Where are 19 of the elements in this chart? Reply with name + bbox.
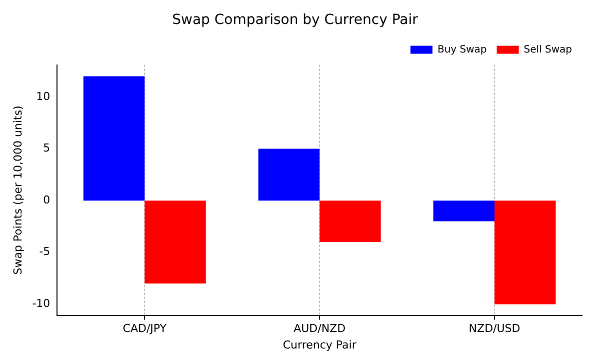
y-axis-title: Swap Points (per 10,000 units) <box>11 106 24 275</box>
x-tick-label: NZD/USD <box>468 322 520 336</box>
x-axis-title: Currency Pair <box>282 338 357 352</box>
bar <box>433 200 495 222</box>
y-tick-label: 5 <box>43 142 50 155</box>
bar <box>258 148 320 201</box>
x-tick-label: CAD/JPY <box>122 322 167 336</box>
bar <box>494 200 556 304</box>
legend-label: Sell Swap <box>524 44 572 56</box>
legend-label: Buy Swap <box>437 44 487 56</box>
bar <box>320 200 381 242</box>
y-tick-label: -5 <box>39 245 50 258</box>
chart-title: Swap Comparison by Currency Pair <box>172 12 418 28</box>
x-tick-label: AUD/NZD <box>294 322 346 336</box>
bar <box>83 76 145 201</box>
y-tick-label: 10 <box>36 90 50 103</box>
y-tick-label: 0 <box>43 193 50 206</box>
y-tick-label: -10 <box>32 297 50 310</box>
bar <box>144 200 206 284</box>
